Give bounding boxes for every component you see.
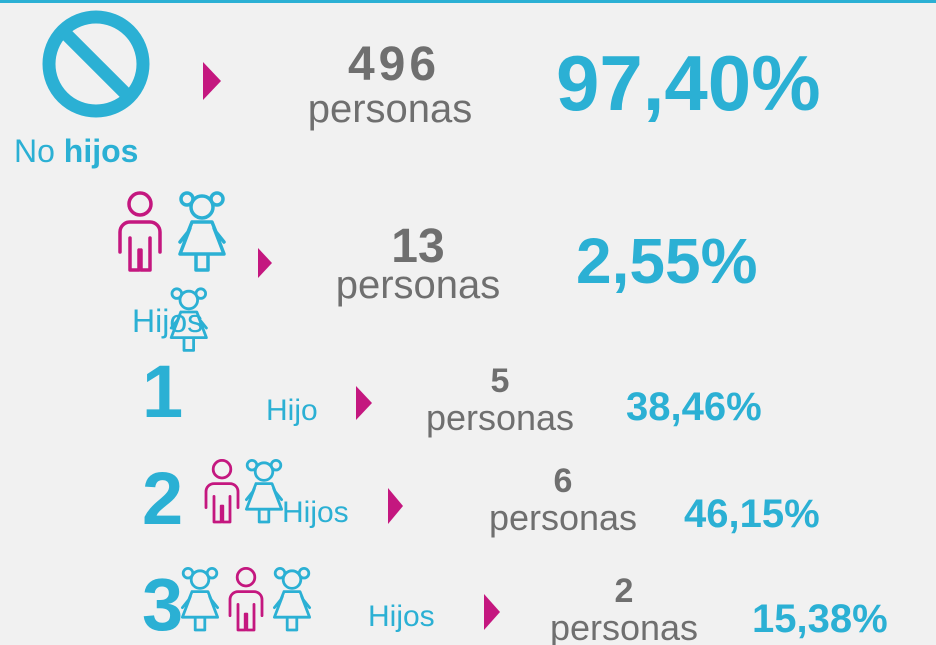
number: 2 bbox=[142, 457, 183, 540]
percent: 97,40% bbox=[556, 39, 821, 127]
count: 496 bbox=[348, 38, 440, 91]
unit: personas bbox=[426, 397, 574, 438]
number: 3 bbox=[142, 563, 183, 645]
arrow bbox=[356, 386, 372, 420]
percent: 46,15% bbox=[684, 492, 820, 536]
label-no: No bbox=[14, 133, 55, 169]
arrow bbox=[484, 594, 500, 630]
count: 5 bbox=[491, 362, 510, 400]
label: Hijos bbox=[368, 600, 435, 633]
arrow bbox=[388, 488, 403, 524]
arrow bbox=[203, 62, 221, 100]
label-hijos: hijos bbox=[64, 133, 139, 169]
boy-icon bbox=[228, 567, 264, 632]
label: Hijo bbox=[266, 394, 318, 427]
number: 1 bbox=[142, 350, 183, 433]
unit: personas bbox=[336, 263, 501, 307]
unit: personas bbox=[550, 607, 698, 645]
girl-icon bbox=[180, 567, 220, 632]
no-children-icon bbox=[42, 10, 150, 118]
count: 6 bbox=[554, 462, 573, 500]
count: 13 bbox=[391, 220, 444, 273]
percent: 15,38% bbox=[752, 597, 888, 641]
unit: personas bbox=[308, 87, 473, 131]
unit: personas bbox=[489, 497, 637, 538]
top-border bbox=[0, 0, 936, 3]
girl-icon bbox=[244, 458, 284, 524]
count: 2 bbox=[615, 572, 634, 610]
no-children-label: No hijos bbox=[14, 133, 138, 169]
boy-icon bbox=[204, 458, 240, 524]
girl-icon bbox=[272, 567, 312, 632]
percent: 2,55% bbox=[576, 225, 757, 297]
percent: 38,46% bbox=[626, 385, 762, 429]
boy-icon bbox=[118, 191, 162, 272]
girl-icon bbox=[178, 191, 226, 272]
arrow bbox=[258, 248, 272, 278]
label: Hijos bbox=[282, 496, 349, 529]
